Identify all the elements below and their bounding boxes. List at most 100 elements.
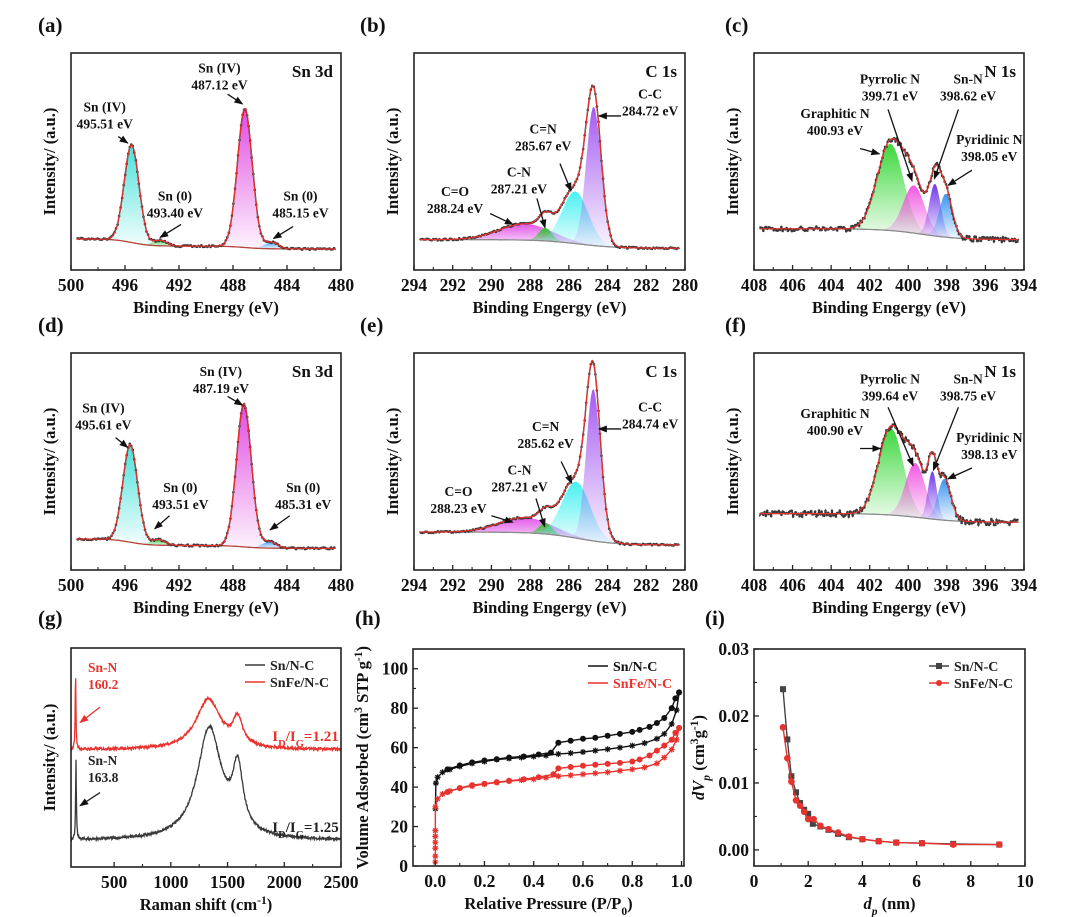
- annotation-arrow: [560, 461, 573, 485]
- data-point: [432, 839, 439, 846]
- annotation-arrow: [887, 406, 914, 467]
- data-point: [592, 734, 599, 741]
- fit-envelope-line: [76, 403, 336, 549]
- id-ig-ratio-label: ID/IG=1.25: [272, 820, 338, 841]
- x-tick-label: 286: [556, 575, 583, 595]
- legend-item: SnFe/N-C: [588, 677, 672, 692]
- legend-label: SnFe/N-C: [613, 677, 672, 692]
- data-point: [567, 750, 574, 757]
- x-tick-label: 484: [274, 575, 301, 595]
- panel-g: (g) ID/IG=1.21 ID/IG=1.25 Sn-N 160.2 Sn-N 163.…: [38, 606, 359, 914]
- fit-envelope-line: [759, 424, 1019, 523]
- panel-label: (a): [38, 13, 63, 37]
- y-tick-label: 0.01: [718, 773, 749, 793]
- x-tick-label: 290: [478, 575, 505, 595]
- plot-area: [76, 402, 336, 551]
- x-tick-label: 2: [804, 871, 813, 891]
- y-axis-title: Intensity/ (a.u.): [383, 408, 402, 516]
- peak-component-fill: [198, 403, 290, 549]
- spectrum-title: Sn 3d: [292, 362, 334, 381]
- series-line: [434, 692, 680, 809]
- peak-annotation: Sn (0) 493.40 eV: [147, 189, 203, 221]
- data-point: [817, 822, 824, 830]
- x-tick-label: 10: [1016, 871, 1034, 891]
- x-tick-label: 6: [912, 871, 921, 891]
- x-tick-label: 292: [440, 275, 466, 295]
- data-point: [804, 815, 812, 823]
- data-point: [673, 736, 680, 743]
- data-point: [653, 760, 660, 767]
- data-point: [629, 728, 636, 735]
- data-point: [793, 789, 800, 796]
- data-point: [530, 753, 537, 760]
- x-tick-label: 280: [672, 275, 699, 295]
- fit-envelope-line: [76, 107, 336, 250]
- legend-item: Sn/N-C: [929, 660, 998, 675]
- x-tick-label: 0.2: [474, 871, 496, 891]
- x-tick-label: 288: [517, 575, 544, 595]
- x-tick-label: 496: [112, 575, 139, 595]
- peak-annotation: Sn (IV) 487.12 eV: [191, 61, 247, 93]
- plot-area: [779, 686, 1003, 848]
- panel-i: (i) Sn/N-C SnFe/N-C 0 2 4 6 8 10 0.00 0.01 0.02 0.03…: [689, 606, 1034, 917]
- peak-annotation: Sn-N 398.75 eV: [940, 371, 996, 403]
- data-point: [481, 780, 488, 787]
- annotation-arrow: [269, 515, 291, 531]
- annotation-arrow: [79, 706, 101, 724]
- x-tick-label: 398: [934, 575, 961, 595]
- data-point: [629, 766, 636, 773]
- data-point: [646, 752, 653, 759]
- peak-annotation: Sn (0) 485.31 eV: [275, 480, 331, 512]
- data-point: [520, 776, 527, 783]
- data-point: [604, 760, 611, 767]
- peak-annotation: Pyrrolic N 399.71 eV: [860, 71, 920, 103]
- data-point: [779, 724, 787, 731]
- y-tick-label: 0.02: [718, 706, 749, 726]
- data-point: [506, 754, 513, 761]
- x-tick-label: 406: [779, 275, 806, 295]
- peak-annotation: Sn (0) 485.15 eV: [272, 189, 328, 221]
- data-point: [668, 736, 675, 743]
- data-point: [784, 736, 791, 743]
- data-point: [604, 732, 611, 739]
- data-point: [788, 778, 795, 785]
- data-point: [661, 730, 668, 737]
- peak-annotation: Pyridinic N 398.05 eV: [956, 132, 1023, 164]
- x-tick-label: 396: [972, 575, 999, 595]
- data-point: [859, 835, 866, 843]
- legend-item: SnFe/N-C: [929, 677, 1013, 692]
- peak-annotation: Pyrrolic N 399.64 eV: [860, 371, 920, 403]
- annotation-arrow: [859, 147, 881, 156]
- x-axis-title: Relative Pressure (P/P0): [464, 894, 632, 917]
- x-tick-label: 4: [858, 871, 867, 891]
- panel-b: (b) C 1s C-C 284.72 eV C=N 285.67 eV C-N 287.21…: [360, 13, 698, 317]
- data-point: [653, 747, 660, 754]
- peak-annotation: C-N 287.21 eV: [491, 463, 547, 495]
- data-point: [834, 829, 842, 836]
- peak-annotation: C=N 285.67 eV: [515, 121, 571, 153]
- legend-label: SnFe/N-C: [270, 676, 329, 691]
- data-point: [636, 726, 643, 733]
- annotation-arrow: [115, 437, 129, 449]
- peak-component-fill: [84, 444, 176, 546]
- id-ig-ratio-label: ID/IG=1.21: [272, 729, 338, 750]
- peak-annotation: Sn (IV) 495.51 eV: [77, 100, 133, 132]
- x-tick-label: 398: [934, 275, 961, 295]
- x-tick-label: 284: [594, 275, 621, 295]
- x-tick-label: 492: [166, 275, 192, 295]
- data-point: [825, 825, 832, 833]
- annotation-arrow: [947, 169, 973, 186]
- peak-annotation: Graphitic N 400.90 eV: [800, 406, 870, 438]
- data-point: [543, 774, 550, 781]
- x-tick-label: 0.6: [572, 871, 594, 891]
- data-point: [792, 797, 800, 804]
- annotation-arrow: [153, 515, 170, 530]
- data-point: [555, 773, 562, 780]
- y-tick-label: 0.03: [718, 639, 749, 659]
- y-tick-label: 100: [382, 659, 409, 679]
- annotation-arrow: [946, 467, 973, 480]
- peak-annotation: C=O 288.24 eV: [427, 184, 483, 216]
- annotation-arrow: [227, 395, 244, 406]
